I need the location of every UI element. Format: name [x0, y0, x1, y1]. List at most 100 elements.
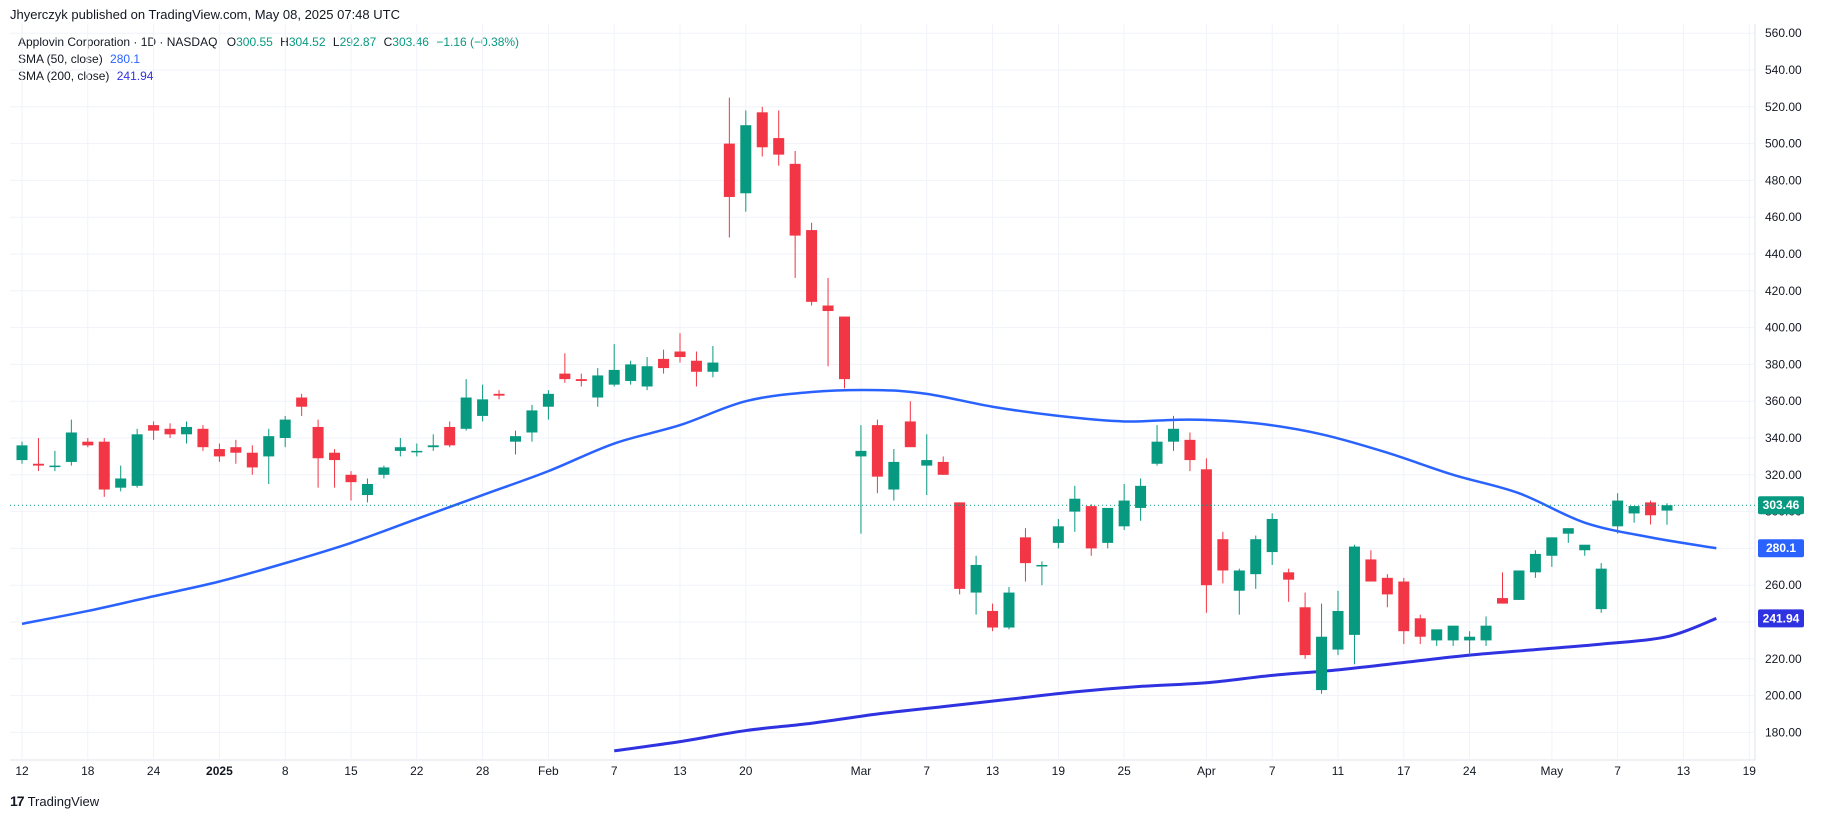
candle — [707, 346, 719, 378]
candle-body — [1184, 439, 1196, 461]
candle — [148, 421, 160, 440]
candle-body — [1332, 610, 1344, 650]
candle-body — [954, 502, 966, 589]
x-tick-label: Mar — [851, 764, 872, 778]
candle — [1250, 535, 1262, 589]
candle-body — [921, 460, 933, 466]
candle — [1612, 493, 1624, 534]
candle-body — [839, 316, 850, 380]
close-key: C — [383, 35, 393, 49]
candle — [312, 419, 324, 488]
x-tick-label: 7 — [611, 764, 618, 778]
candle — [822, 277, 834, 367]
candle — [115, 465, 127, 492]
candle-body — [987, 610, 999, 628]
candle-body — [1283, 572, 1295, 580]
candle-body — [1052, 526, 1064, 543]
candle-body — [477, 399, 489, 416]
candle-body — [230, 447, 242, 453]
candle-body — [1612, 500, 1624, 527]
y-tick-label: 460.00 — [1765, 210, 1802, 224]
x-tick-label: 18 — [81, 764, 95, 778]
candle-body — [296, 397, 308, 407]
candle — [345, 471, 357, 501]
x-tick-label: 28 — [476, 764, 490, 778]
y-tick-label: 500.00 — [1765, 137, 1802, 151]
candle — [1003, 587, 1015, 630]
candle-body — [526, 410, 538, 433]
x-tick-label: 7 — [1614, 764, 1621, 778]
candle-body — [1168, 428, 1179, 442]
candles — [16, 97, 1673, 694]
sma200-row[interactable]: SMA (200, close) 241.94 — [18, 68, 519, 85]
open-key: O — [226, 35, 237, 49]
x-tick-label: 19 — [1743, 764, 1757, 778]
candle-body — [904, 421, 916, 448]
candle — [756, 106, 768, 157]
candle — [1316, 603, 1328, 694]
candle — [296, 393, 308, 416]
candle-body — [1579, 544, 1591, 551]
candle-body — [49, 465, 61, 468]
candle — [1036, 561, 1048, 586]
candle — [1332, 590, 1344, 656]
candle — [1546, 537, 1558, 567]
candle-body — [1151, 441, 1163, 464]
candle-body — [345, 474, 357, 483]
x-tick-label: May — [1541, 764, 1564, 778]
candle-body — [773, 138, 785, 155]
y-tick-label: 260.00 — [1765, 578, 1802, 592]
sma50-row[interactable]: SMA (50, close) 280.1 — [18, 51, 519, 68]
candle — [1513, 570, 1525, 600]
candle-body — [131, 434, 143, 486]
candle — [164, 423, 176, 438]
candle-body — [559, 373, 571, 380]
x-tick-label: 24 — [1463, 764, 1477, 778]
candle — [1299, 592, 1311, 659]
sma200-path — [613, 617, 1717, 753]
candle-body — [1497, 598, 1508, 604]
sma50-value: 280.1 — [110, 52, 141, 66]
x-tick-label: Feb — [538, 764, 559, 778]
candle-body — [690, 360, 702, 372]
symbol-label[interactable]: Applovin Corporation · 1D · NASDAQ — [18, 35, 218, 49]
candle — [526, 404, 538, 442]
candle — [411, 443, 423, 457]
y-tick-label: 180.00 — [1765, 725, 1802, 739]
x-tick-label: 2025 — [206, 764, 233, 778]
candle — [1645, 500, 1657, 525]
candle — [773, 110, 785, 166]
candle — [1579, 544, 1591, 556]
candle-body — [115, 478, 127, 488]
candle-body — [1480, 625, 1492, 641]
candle — [1414, 614, 1426, 645]
candle-body — [1135, 485, 1147, 508]
footer: 17 TradingView — [10, 793, 99, 809]
candle-body — [575, 379, 587, 381]
candle-body — [164, 428, 176, 435]
time-axis: 12 18 24 2025 8 15 22 28 Feb 7 13 20 Mar 7 13 19 25 Apr 7 1… — [15, 764, 1756, 778]
candle-body — [542, 393, 554, 407]
y-tick-label: 380.00 — [1765, 357, 1802, 371]
candle — [1085, 504, 1097, 556]
candle — [888, 449, 900, 501]
candle — [1217, 531, 1229, 584]
candle-body — [1546, 537, 1558, 556]
candle-body — [1464, 636, 1476, 641]
candle — [839, 316, 850, 389]
ohlc-row: Applovin Corporation · 1D · NASDAQ O300.… — [18, 34, 519, 51]
candle-body — [608, 369, 620, 385]
x-tick-label: 19 — [1052, 764, 1066, 778]
candle — [1118, 484, 1130, 530]
candle — [625, 360, 637, 385]
candle-body — [789, 163, 801, 236]
candle — [197, 425, 209, 451]
candle-body — [740, 125, 752, 194]
candle — [1283, 568, 1295, 602]
candle-body — [658, 358, 670, 369]
candle-body — [82, 441, 94, 446]
candle-body — [1431, 629, 1443, 641]
candle — [1135, 478, 1147, 521]
candle-body — [246, 452, 258, 468]
